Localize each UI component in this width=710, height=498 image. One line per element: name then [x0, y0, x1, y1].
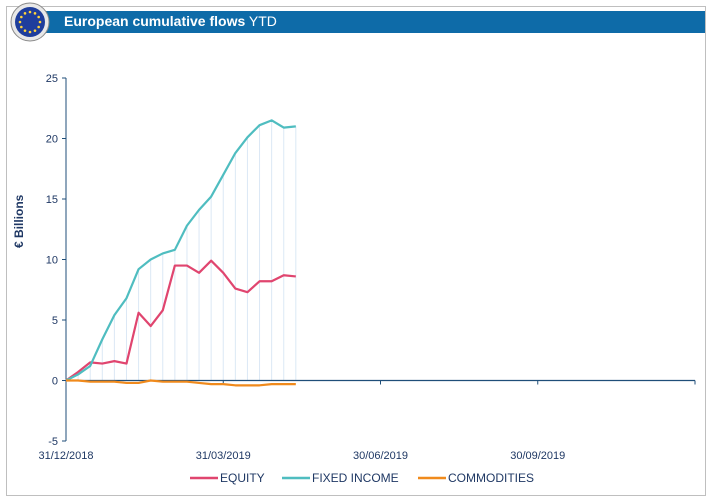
- x-tick-label: 30/09/2019: [510, 450, 565, 462]
- eu-star-icon: [28, 30, 32, 34]
- eu-star-icon: [20, 15, 23, 19]
- series-line-equity: [65, 259, 296, 382]
- eu-star-icon: [28, 10, 32, 14]
- y-tick-label: 10: [46, 255, 58, 267]
- chart-frame: [6, 6, 706, 496]
- eu-flag-icon: [10, 2, 50, 42]
- eu-star-icon: [20, 25, 23, 29]
- y-tick-label: 5: [52, 315, 58, 327]
- eu-star-icon: [37, 15, 40, 19]
- y-tick-label: 25: [46, 73, 58, 85]
- eu-star-icon: [33, 12, 37, 15]
- eu-star-icon: [38, 20, 42, 24]
- y-tick-label: -5: [48, 436, 58, 448]
- title-main: European cumulative flows: [64, 13, 246, 29]
- x-tick-label: 30/06/2019: [353, 450, 408, 462]
- y-tick-label: 0: [52, 376, 58, 388]
- y-tick-label: 15: [46, 194, 58, 206]
- legend-label: FIXED INCOME: [312, 471, 399, 485]
- eu-star-icon: [18, 20, 22, 24]
- eu-star-icon: [33, 29, 37, 32]
- eu-star-icon: [23, 12, 27, 15]
- eu-star-icon: [37, 25, 40, 29]
- x-tick-label: 31/12/2018: [38, 450, 93, 462]
- series-line-commodities: [66, 379, 296, 387]
- header-bar: [37, 11, 705, 33]
- y-tick-label: 20: [46, 134, 58, 146]
- eu-star-icon: [23, 29, 27, 32]
- title-suffix: YTD: [248, 13, 277, 29]
- legend-label: COMMODITIES: [448, 471, 534, 485]
- series-line-fixed-income: [65, 119, 296, 382]
- legend-label: EQUITY: [220, 471, 265, 485]
- x-tick-label: 31/03/2019: [196, 450, 251, 462]
- page-title: European cumulative flows YTD: [64, 13, 277, 29]
